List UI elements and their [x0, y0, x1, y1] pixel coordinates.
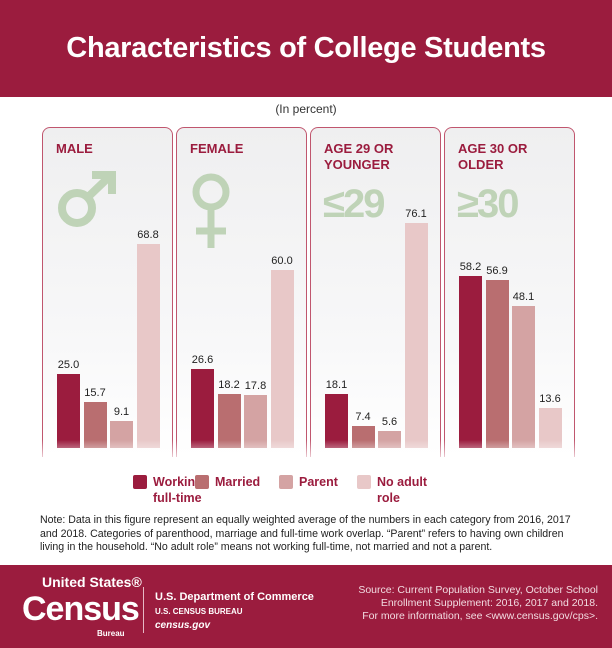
data-label: 13.6	[539, 392, 561, 405]
data-label: 9.1	[113, 406, 130, 419]
legend-label: Parent	[299, 474, 338, 490]
bar-no-adult-role	[538, 407, 562, 448]
bar-no-adult-role	[136, 244, 160, 448]
logo-us: United States®	[42, 574, 142, 590]
bar-parent	[244, 395, 267, 448]
data-label: 48.1	[512, 290, 535, 303]
bar-working-full-time	[191, 369, 214, 448]
note-text: Note: Data in this figure represent an e…	[40, 514, 571, 553]
legend-label: No adult role	[377, 474, 427, 506]
data-label: 15.7	[84, 386, 106, 399]
source-line: Source: Current Population Survey, Octob…	[358, 584, 598, 596]
title-banner: Characteristics of College Students	[0, 0, 612, 97]
source-text: Source: Current Population Survey, Octob…	[358, 584, 598, 623]
age-symbol: ≤29	[323, 182, 385, 226]
legend-swatch	[279, 475, 293, 489]
department-name: U.S. Department of Commerce	[155, 591, 314, 603]
bar-married	[485, 279, 509, 448]
bureau-name: U.S. CENSUS BUREAU	[155, 607, 243, 617]
data-label: 76.1	[405, 207, 427, 220]
data-label: 17.8	[244, 380, 267, 393]
footer: United States® Census Bureau U.S. Depart…	[0, 565, 612, 648]
legend-item: Married	[195, 474, 260, 490]
chart-title: Characteristics of College Students	[66, 32, 546, 64]
data-label: 68.8	[137, 229, 159, 242]
legend-line: Parent	[299, 475, 338, 489]
panel-title: AGE 29 OR YOUNGER	[324, 141, 394, 172]
data-label: 25.0	[57, 359, 80, 371]
legend-swatch	[357, 475, 371, 489]
department-info: U.S. Department of Commerce U.S. CENSUS …	[155, 591, 314, 632]
data-label: 56.9	[486, 264, 508, 277]
legend-item: Working full-time	[133, 474, 203, 506]
panel-title: AGE 30 OR OLDER	[458, 141, 528, 172]
legend-line: Married	[215, 475, 261, 489]
bar-working-full-time	[459, 275, 482, 448]
legend-line: role	[377, 491, 400, 505]
logo-census: Census	[22, 590, 140, 628]
legend-line: full-time	[153, 491, 202, 505]
source-line: Enrollment Supplement: 2016, 2017 and 20…	[380, 597, 598, 609]
bar-married	[217, 394, 241, 448]
male-symbol-icon	[55, 170, 125, 234]
website-link[interactable]: census.gov	[155, 619, 211, 631]
bar-working-full-time	[325, 394, 348, 448]
data-label: 18.1	[325, 379, 348, 392]
unit-note: (In percent)	[275, 102, 337, 116]
legend-swatch	[195, 475, 209, 489]
bar-working-full-time	[57, 374, 80, 448]
legend-item: No adult role	[357, 474, 427, 506]
source-line: For more information, see <www.census.go…	[362, 610, 598, 622]
bar-married	[83, 401, 107, 448]
age-symbol: ≥30	[457, 182, 519, 226]
panel-title: MALE	[56, 141, 93, 156]
bar-no-adult-role	[404, 222, 428, 448]
data-label: 5.6	[381, 416, 398, 429]
bottom-fade	[0, 440, 612, 465]
legend-item: Parent	[279, 474, 338, 490]
panel-title: FEMALE	[190, 141, 244, 156]
footer-divider	[143, 587, 144, 633]
data-label: 60.0	[271, 255, 293, 268]
legend-label: Working full-time	[153, 474, 203, 506]
data-label: 58.2	[459, 260, 482, 273]
legend-line: No adult	[377, 475, 427, 489]
bar-no-adult-role	[270, 270, 294, 448]
bar-parent	[512, 305, 535, 448]
legend-swatch	[133, 475, 147, 489]
legend-line: Working	[153, 475, 203, 489]
logo-bureau: Bureau	[97, 629, 125, 638]
legend-label: Married	[215, 474, 260, 490]
data-label: 26.6	[191, 354, 214, 367]
census-logo: United States® Census Bureau	[22, 575, 142, 641]
female-symbol-icon	[189, 170, 239, 254]
data-label: 7.4	[355, 411, 371, 424]
data-label: 18.2	[218, 379, 240, 392]
